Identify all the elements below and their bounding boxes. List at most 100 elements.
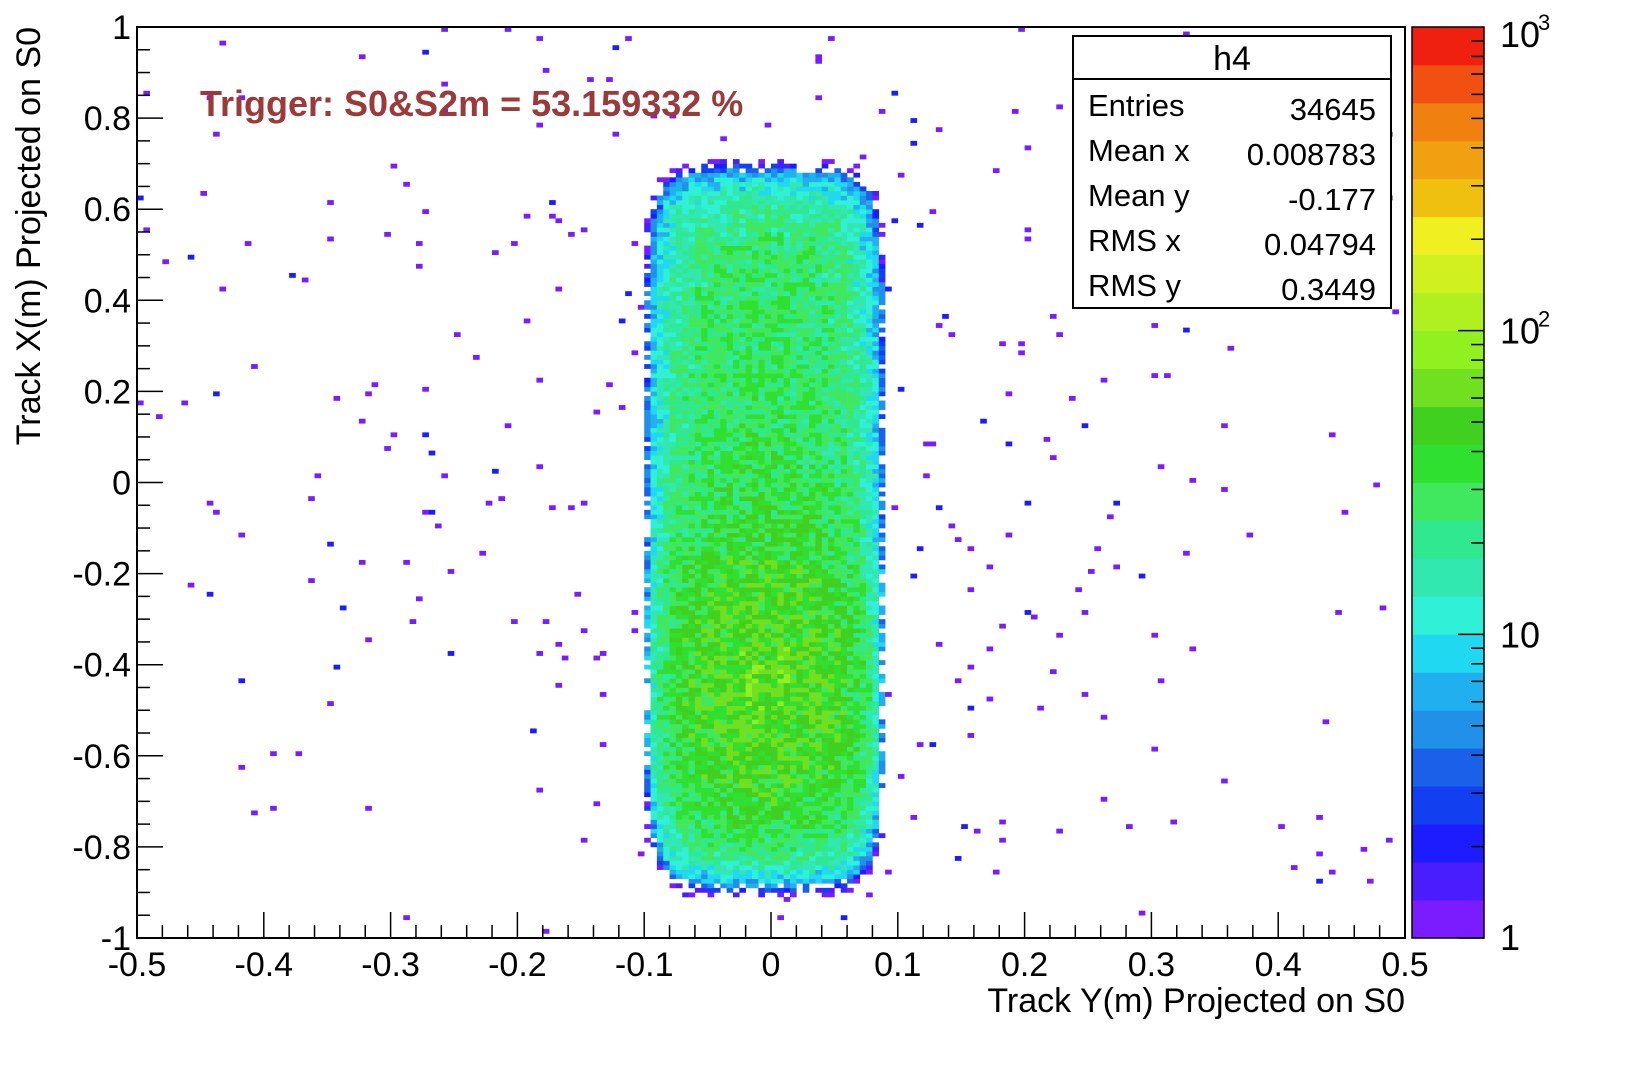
- bin: [701, 719, 708, 725]
- bin: [682, 309, 689, 315]
- bin: [764, 600, 772, 606]
- bin: [821, 596, 829, 602]
- bin: [802, 805, 810, 811]
- bin: [790, 578, 797, 583]
- bin: [314, 473, 322, 479]
- bin: [764, 532, 772, 538]
- bin: [790, 459, 797, 465]
- bin: [802, 714, 810, 720]
- bin: [656, 259, 664, 265]
- bin: [656, 368, 664, 374]
- bin: [821, 313, 829, 319]
- bin: [796, 418, 803, 424]
- bin: [682, 655, 689, 661]
- bin: [707, 295, 715, 301]
- bin: [713, 441, 721, 447]
- bin: [834, 701, 842, 706]
- bin: [764, 764, 772, 770]
- bin: [834, 682, 842, 688]
- bin: [656, 837, 664, 843]
- bin: [739, 405, 746, 410]
- bin: [682, 596, 689, 602]
- bin: [828, 432, 835, 438]
- bin: [821, 254, 829, 260]
- bin: [694, 596, 702, 602]
- bin: [809, 614, 816, 620]
- bin: [790, 801, 797, 807]
- bin: [720, 541, 727, 547]
- bin: [834, 354, 842, 360]
- bin: [790, 628, 797, 634]
- bin: [771, 291, 778, 297]
- bin: [739, 796, 746, 802]
- bin: [771, 541, 778, 547]
- bin: [764, 222, 772, 228]
- bin: [771, 373, 778, 379]
- bin: [669, 259, 677, 265]
- bin: [644, 500, 651, 506]
- bin: [688, 332, 696, 338]
- bin: [809, 241, 816, 246]
- bin: [758, 673, 765, 679]
- bin: [675, 846, 683, 852]
- bin: [720, 723, 727, 729]
- bin: [713, 254, 721, 260]
- bin: [669, 573, 677, 579]
- bin: [790, 669, 797, 675]
- bin: [764, 450, 772, 456]
- bin: [783, 505, 791, 511]
- bin: [745, 414, 753, 420]
- bin: [732, 323, 740, 328]
- bin: [732, 491, 740, 497]
- bin: [783, 446, 791, 451]
- bin: [739, 450, 746, 456]
- bin: [726, 532, 734, 538]
- bin: [732, 313, 740, 319]
- bin: [663, 518, 670, 524]
- bin: [809, 646, 816, 652]
- bin: [694, 878, 702, 884]
- bin: [764, 523, 772, 529]
- bin: [783, 291, 791, 297]
- bin: [758, 291, 765, 297]
- bin: [682, 837, 689, 843]
- bin: [701, 231, 708, 237]
- bin: [675, 796, 683, 802]
- bin: [764, 687, 772, 693]
- bin: [802, 833, 810, 839]
- bin: [739, 692, 746, 697]
- bin: [796, 204, 803, 210]
- bin: [751, 345, 759, 351]
- bin: [694, 391, 702, 397]
- bin: [790, 295, 797, 301]
- bin: [809, 805, 816, 811]
- bin: [713, 837, 721, 843]
- bin: [821, 692, 829, 697]
- bin: [790, 605, 797, 611]
- bin: [707, 477, 715, 483]
- bin: [790, 874, 797, 880]
- bin: [821, 805, 829, 811]
- bin: [720, 833, 727, 839]
- bin: [790, 218, 797, 224]
- bin: [707, 632, 715, 638]
- bin: [796, 801, 803, 807]
- bin: [713, 869, 721, 875]
- bin: [726, 860, 734, 866]
- bin: [802, 300, 810, 306]
- bin: [802, 291, 810, 297]
- bin: [821, 623, 829, 629]
- bin: [663, 541, 670, 547]
- bin: [796, 833, 803, 839]
- bin: [504, 423, 512, 429]
- bin: [656, 541, 664, 547]
- bin: [828, 550, 835, 556]
- bin: [669, 282, 677, 287]
- bin: [707, 382, 715, 388]
- bin: [777, 669, 784, 675]
- bin: [796, 222, 803, 228]
- bin: [726, 851, 734, 857]
- bin: [156, 414, 163, 420]
- bin: [669, 190, 677, 196]
- bin: [688, 746, 696, 752]
